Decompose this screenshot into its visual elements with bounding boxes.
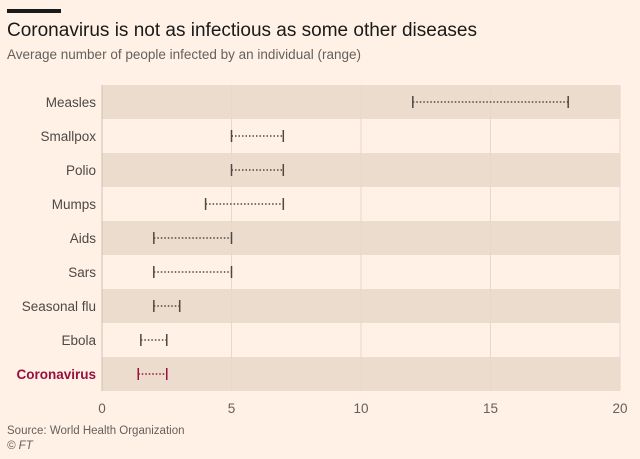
range-measles: [412, 96, 569, 108]
category-label-ebola: Ebola: [61, 333, 96, 348]
range-polio: [230, 164, 285, 176]
range-ebola: [140, 334, 168, 346]
credit-note: © FT: [7, 440, 33, 452]
chart-title: Coronavirus is not as infectious as some…: [7, 20, 477, 41]
range-chart: Measles Smallpox Polio Mumps Aids Sars Seasona…: [16, 85, 628, 416]
range-smallpox: [230, 130, 285, 142]
range-sars: [153, 266, 233, 278]
range-aids: [153, 232, 233, 244]
range-marks: [137, 96, 569, 380]
chart-subtitle: Average number of people infected by an …: [7, 47, 361, 62]
category-label-mumps: Mumps: [52, 197, 97, 212]
category-label-polio: Polio: [66, 163, 96, 178]
x-tick-label-10: 10: [353, 401, 368, 416]
category-label-sars: Sars: [68, 265, 96, 280]
category-label-aids: Aids: [70, 231, 97, 246]
x-tick-label-5: 5: [228, 401, 236, 416]
category-label-measles: Measles: [46, 95, 97, 110]
x-tick-label-0: 0: [98, 401, 106, 416]
x-tick-label-20: 20: [612, 401, 627, 416]
range-mumps: [204, 198, 285, 210]
category-label-smallpox: Smallpox: [40, 129, 96, 144]
range-coronavirus: [137, 368, 168, 380]
category-labels: Measles Smallpox Polio Mumps Aids Sars Seasona…: [16, 95, 96, 382]
category-label-coronavirus: Coronavirus: [16, 367, 96, 382]
x-tick-label-15: 15: [483, 401, 498, 416]
ft-top-rule: [7, 9, 61, 13]
category-label-seasonal-flu: Seasonal flu: [22, 299, 96, 314]
x-axis-ticks: 0 5 10 15 20: [98, 401, 627, 416]
range-seasonal-flu: [153, 300, 181, 312]
source-note: Source: World Health Organization: [7, 425, 185, 437]
